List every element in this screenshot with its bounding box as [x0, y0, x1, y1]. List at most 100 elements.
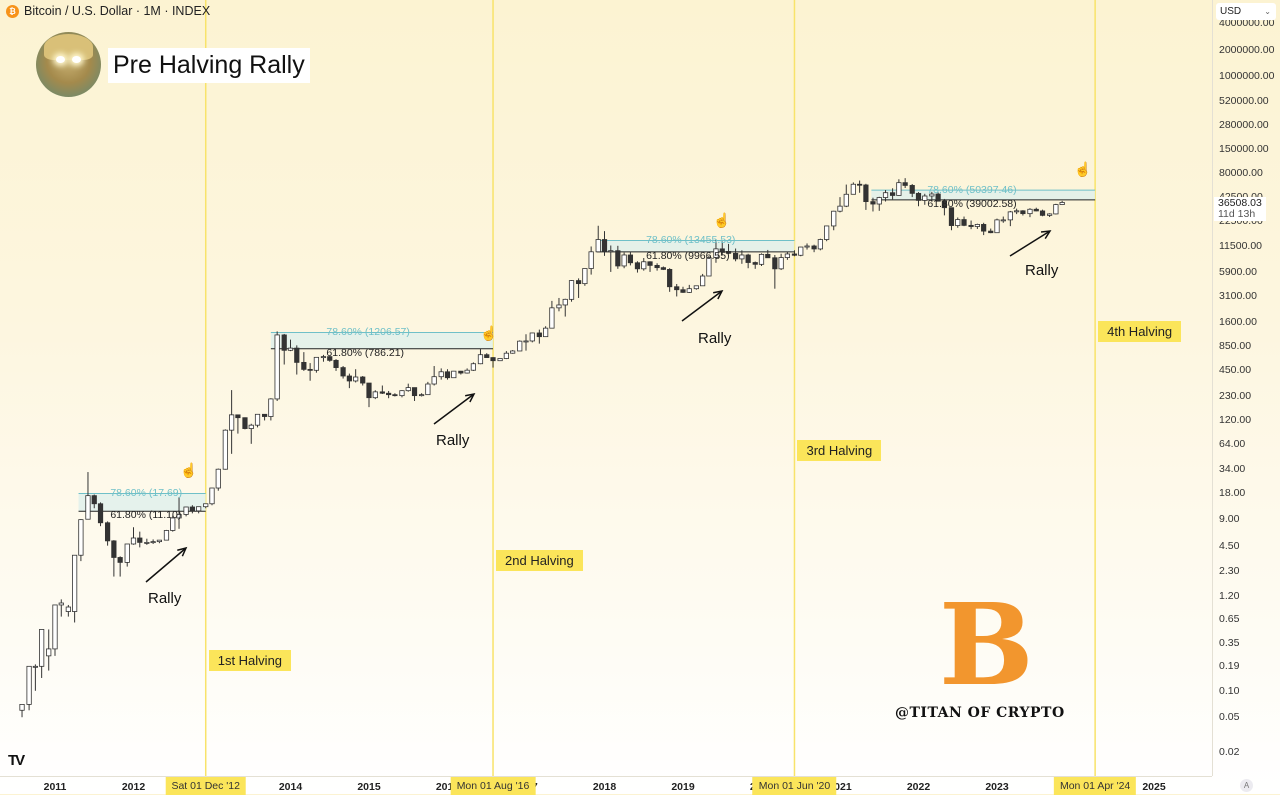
candle-body: [1039, 210, 1046, 216]
price-tick: 280000.00: [1219, 118, 1269, 131]
candle-body: [490, 357, 496, 362]
candle-body: [431, 376, 437, 385]
candle-body: [621, 254, 627, 267]
candle-body: [85, 495, 91, 520]
candle-body: [470, 363, 477, 371]
halving-label: 1st Halving: [208, 650, 292, 671]
candle-body: [176, 514, 182, 519]
candle-body: [411, 387, 418, 397]
price-tick: 2.30: [1219, 565, 1240, 578]
candle-body: [294, 347, 300, 363]
candlestick-chart[interactable]: [0, 0, 1212, 776]
rally-arrow: [145, 547, 187, 583]
candle-body: [706, 257, 712, 277]
chevron-down-icon: ⌄: [1264, 7, 1271, 16]
fib-786-label: 78.60% (50397.46): [927, 184, 1017, 197]
rally-label: Rally: [1025, 262, 1059, 279]
arrow-head-icon: [177, 546, 188, 557]
candle-body: [680, 289, 686, 293]
candle-body: [261, 413, 268, 417]
hand-cursor-icon: ☝: [180, 462, 198, 478]
avatar-eye-left: [56, 56, 65, 63]
price-tick: 0.35: [1219, 637, 1240, 650]
avatar-hair: [44, 34, 93, 60]
candle-body: [117, 557, 123, 563]
candle-body: [52, 604, 58, 650]
symbol-title[interactable]: ₿ Bitcoin / U.S. Dollar · 1M · INDEX: [6, 4, 210, 18]
price-tick: 64.00: [1219, 438, 1246, 451]
fib-618-label: 61.80% (39002.58): [927, 197, 1017, 210]
candle-body: [1059, 202, 1065, 205]
candle-body: [732, 252, 739, 260]
candle-body: [902, 182, 908, 186]
chart-plot-area[interactable]: [0, 0, 1212, 776]
candle-body: [870, 201, 876, 205]
candle-body: [97, 503, 104, 524]
candle-body: [588, 251, 594, 269]
candle-body: [313, 356, 320, 371]
watermark-text: @TITAN OF CRYPTO: [895, 705, 1065, 721]
price-tick: 1600.00: [1219, 315, 1257, 328]
candle-body: [968, 224, 974, 227]
candle-body: [974, 224, 980, 227]
candle-body: [608, 250, 614, 253]
candle-body: [392, 394, 398, 397]
candle-body: [1014, 210, 1020, 213]
candle-body: [765, 253, 771, 259]
candle-body: [988, 230, 994, 234]
price-axis[interactable]: 4000000.00 2000000.00 1000000.00 520000.00 2…: [1212, 0, 1280, 776]
rally-label: Rally: [698, 330, 732, 347]
price-tick: 18.00: [1219, 486, 1246, 499]
rally-arrow: [681, 290, 723, 322]
candle-body: [1053, 204, 1059, 215]
candle-body: [994, 219, 1000, 234]
currency-value: USD: [1220, 6, 1242, 17]
candle-body: [46, 648, 52, 657]
candle-body: [798, 246, 804, 256]
candle-body: [189, 506, 195, 512]
price-tick: 34.00: [1219, 462, 1246, 475]
bitcoin-logo-icon: B: [939, 580, 1034, 711]
candle-body: [137, 537, 143, 543]
candle-body: [360, 376, 366, 384]
bar-countdown: 11d 13h: [1218, 208, 1256, 220]
candle-body: [889, 192, 896, 196]
candle-body: [65, 606, 71, 612]
last-price: 36508.03: [1218, 197, 1262, 209]
candle-body: [268, 398, 274, 417]
candle-body: [287, 347, 294, 351]
candle-body: [674, 286, 680, 291]
candle-body: [791, 253, 798, 256]
candle-body: [405, 387, 411, 392]
candle-body: [543, 327, 549, 338]
candle-body: [719, 248, 725, 252]
candle-body: [320, 356, 327, 359]
currency-selector[interactable]: USD ⌄: [1216, 3, 1276, 20]
arrow-head-icon: [465, 392, 476, 403]
candle-body: [78, 519, 84, 556]
time-axis[interactable]: 2011201220142015201620172018201920202021…: [0, 776, 1212, 795]
rally-arrow: [433, 393, 475, 425]
candle-body: [242, 417, 248, 429]
auto-scale-button[interactable]: A: [1240, 779, 1253, 792]
candle-body: [667, 269, 673, 288]
candle-body: [111, 540, 117, 558]
candle-body: [725, 251, 732, 254]
candle-body: [568, 280, 575, 300]
candle-body: [124, 543, 130, 563]
candle-body: [183, 506, 189, 515]
price-tick: 1000000.00: [1219, 70, 1275, 83]
price-tick: 1.20: [1219, 590, 1240, 603]
candle-body: [752, 262, 758, 265]
rally-label: Rally: [436, 432, 470, 449]
candle-body: [477, 354, 484, 365]
candle-body: [274, 334, 280, 400]
candle-body: [948, 207, 955, 226]
tradingview-logo-icon[interactable]: TV: [8, 752, 25, 769]
axis-corner: A: [1212, 776, 1280, 794]
candle-body: [647, 261, 653, 266]
candle-body: [156, 539, 163, 543]
candle-body: [713, 248, 719, 258]
candle-body: [248, 424, 254, 429]
year-tick: 2022: [906, 781, 931, 793]
